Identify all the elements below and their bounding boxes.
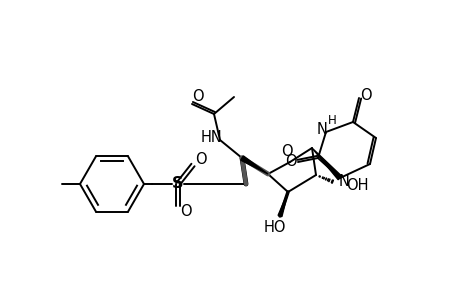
Text: HO: HO	[263, 220, 285, 236]
Text: S: S	[172, 176, 183, 191]
Text: O: O	[280, 145, 292, 160]
Text: N: N	[316, 122, 327, 136]
Text: O: O	[192, 88, 203, 104]
Text: OH: OH	[345, 178, 368, 194]
Polygon shape	[240, 156, 268, 174]
Text: HN: HN	[201, 130, 223, 146]
Text: O: O	[359, 88, 371, 103]
Text: O: O	[195, 152, 207, 167]
Polygon shape	[311, 148, 341, 180]
Polygon shape	[278, 192, 287, 217]
Text: N: N	[338, 175, 349, 190]
Text: O: O	[180, 203, 191, 218]
Text: O: O	[285, 154, 296, 169]
Text: H: H	[327, 113, 336, 127]
